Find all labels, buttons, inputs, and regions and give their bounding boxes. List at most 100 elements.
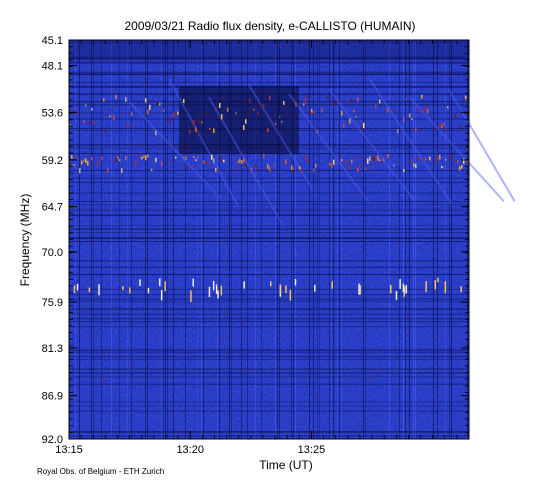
burst-emission xyxy=(139,154,141,159)
credit-text: Royal Obs. of Belgium - ETH Zurich xyxy=(37,467,165,476)
burst-emission xyxy=(403,168,405,173)
burst-emission xyxy=(89,121,91,125)
spike xyxy=(159,278,161,287)
speckle xyxy=(293,294,295,297)
spike xyxy=(434,280,436,290)
streak xyxy=(291,40,292,439)
speckle xyxy=(376,202,378,205)
streak xyxy=(163,40,164,439)
streak xyxy=(185,40,186,439)
burst-emission xyxy=(375,155,377,161)
burst-emission xyxy=(379,99,381,104)
x-tick-label: 13:25 xyxy=(298,444,326,456)
burst-emission xyxy=(409,113,411,118)
speckle xyxy=(155,394,157,397)
burst-emission xyxy=(447,106,449,109)
burst-emission xyxy=(79,168,81,174)
burst-emission xyxy=(351,98,353,101)
burst-emission xyxy=(301,168,303,173)
speckle xyxy=(368,381,370,384)
streak xyxy=(279,40,280,439)
spike xyxy=(444,281,447,293)
spike xyxy=(279,284,282,295)
speckle xyxy=(202,240,204,243)
burst-emission xyxy=(439,122,441,127)
burst-emission xyxy=(349,166,351,169)
speckle xyxy=(464,77,466,80)
burst-emission xyxy=(227,107,229,112)
speckle xyxy=(74,289,76,292)
burst-emission xyxy=(101,156,103,160)
burst-emission xyxy=(245,119,247,124)
row-band xyxy=(69,294,469,296)
spike xyxy=(73,285,76,293)
speckle xyxy=(286,46,288,49)
burst-emission xyxy=(459,166,461,171)
burst-emission xyxy=(429,156,431,161)
burst-emission xyxy=(295,102,297,107)
speckle xyxy=(426,321,428,324)
burst-emission xyxy=(461,165,463,169)
speckle xyxy=(286,111,288,114)
burst-emission xyxy=(141,156,143,160)
speckle xyxy=(399,387,401,390)
row-band xyxy=(69,41,469,43)
y-tick-label: 64.7 xyxy=(42,202,63,214)
speckle xyxy=(452,69,454,72)
spike xyxy=(403,286,406,297)
speckle xyxy=(117,355,119,358)
speckle xyxy=(111,255,113,258)
streak xyxy=(437,40,438,439)
burst-emission xyxy=(81,160,83,165)
speckle xyxy=(380,225,382,227)
burst-emission xyxy=(161,161,163,166)
burst-emission xyxy=(363,122,365,129)
burst-emission xyxy=(269,95,271,101)
burst-emission xyxy=(223,97,225,100)
streak xyxy=(119,40,120,439)
streak xyxy=(413,40,414,439)
burst-emission xyxy=(269,166,271,172)
burst-emission xyxy=(313,111,315,114)
burst-emission xyxy=(123,155,125,157)
burst-emission xyxy=(147,154,149,158)
burst-emission xyxy=(329,162,331,166)
burst-emission xyxy=(293,113,295,116)
drift-feature xyxy=(368,77,453,204)
spike xyxy=(405,285,407,294)
spike xyxy=(289,289,292,301)
x-tick-label: 13:15 xyxy=(55,444,83,456)
speckle xyxy=(174,76,176,79)
streak xyxy=(329,40,330,439)
burst-emission xyxy=(367,158,369,164)
speckle xyxy=(399,243,400,246)
speckle xyxy=(130,364,132,367)
burst-emission xyxy=(169,160,171,163)
burst-emission xyxy=(331,164,333,168)
burst-emission xyxy=(307,95,309,98)
burst-emission xyxy=(253,108,255,111)
row-band xyxy=(69,318,469,320)
burst-emission xyxy=(201,121,203,124)
streak xyxy=(445,40,446,439)
y-tick-label: 48.1 xyxy=(42,61,63,73)
burst-emission xyxy=(255,163,257,168)
burst-emission xyxy=(387,154,389,158)
burst-emission xyxy=(155,130,157,136)
streak xyxy=(403,40,404,439)
row-band xyxy=(69,368,469,370)
burst-emission xyxy=(203,160,205,164)
burst-emission xyxy=(371,165,373,168)
drift-feature xyxy=(288,93,370,203)
spike xyxy=(160,290,163,301)
burst-emission xyxy=(159,102,161,106)
burst-emission xyxy=(403,117,405,122)
row-band xyxy=(69,260,469,262)
burst-emission xyxy=(111,108,113,112)
speckle xyxy=(140,74,142,77)
row-band xyxy=(69,241,469,242)
burst-emission xyxy=(243,158,245,163)
burst-emission xyxy=(251,167,253,172)
speckle xyxy=(137,144,138,147)
